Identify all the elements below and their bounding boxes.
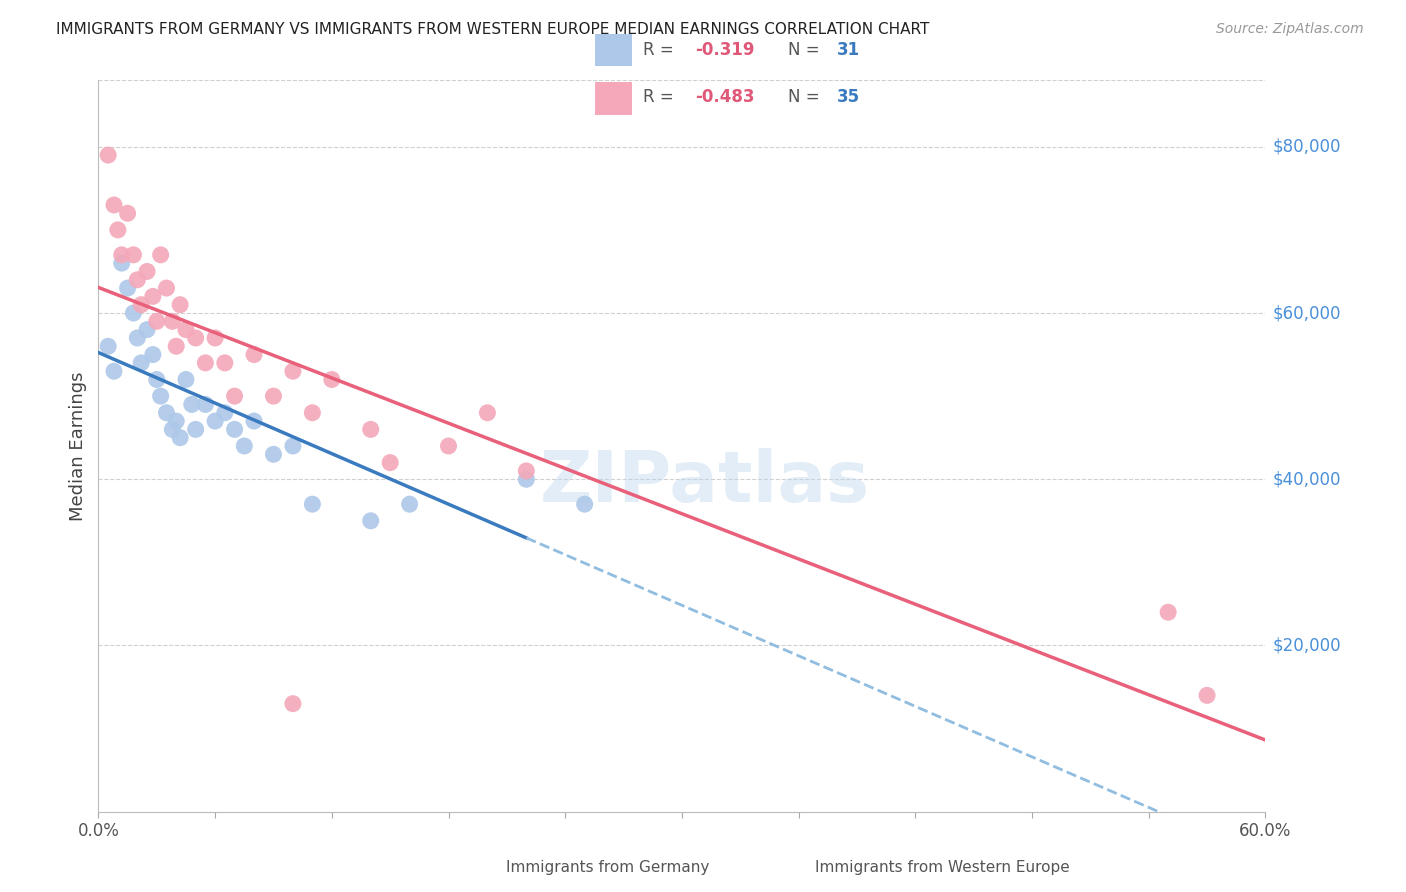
Point [122, 248, 145, 262]
Point [281, 439, 304, 453]
FancyBboxPatch shape [595, 82, 631, 114]
Point [127, 331, 149, 345]
Point [142, 348, 165, 362]
Point [155, 406, 177, 420]
Point [107, 223, 129, 237]
Point [165, 414, 187, 428]
Point [165, 339, 187, 353]
Text: R =: R = [643, 41, 679, 59]
Point [103, 198, 125, 212]
Text: Immigrants from Western Europe: Immigrants from Western Europe [815, 860, 1070, 874]
Point [174, 372, 197, 386]
Point [162, 314, 184, 328]
Point [243, 414, 266, 428]
Point [1195, 689, 1218, 703]
Point [233, 439, 256, 453]
Point [262, 447, 284, 461]
Text: ZIPatlas: ZIPatlas [540, 448, 870, 517]
Point [146, 372, 169, 386]
Text: $60,000: $60,000 [1272, 304, 1341, 322]
Point [149, 248, 172, 262]
Point [184, 422, 207, 436]
FancyBboxPatch shape [595, 34, 631, 66]
Point [477, 406, 499, 420]
Point [97, 148, 120, 162]
Point [281, 697, 304, 711]
Point [515, 472, 537, 486]
Point [204, 331, 226, 345]
Point [174, 323, 197, 337]
Point [149, 389, 172, 403]
Point [224, 389, 246, 403]
Point [111, 256, 134, 270]
Point [321, 372, 343, 386]
Text: 31: 31 [837, 41, 860, 59]
Point [515, 464, 537, 478]
Text: Source: ZipAtlas.com: Source: ZipAtlas.com [1216, 22, 1364, 37]
Text: -0.483: -0.483 [695, 88, 755, 106]
Text: Immigrants from Germany: Immigrants from Germany [506, 860, 710, 874]
Point [301, 497, 323, 511]
Point [281, 364, 304, 378]
Point [146, 314, 169, 328]
Point [136, 264, 159, 278]
Text: N =: N = [789, 41, 825, 59]
Point [224, 422, 246, 436]
Point [127, 273, 149, 287]
Point [162, 422, 184, 436]
Point [194, 356, 217, 370]
Point [243, 348, 266, 362]
Text: 35: 35 [837, 88, 860, 106]
Point [262, 389, 284, 403]
Point [117, 206, 139, 220]
Point [360, 514, 382, 528]
Point [136, 323, 159, 337]
Text: IMMIGRANTS FROM GERMANY VS IMMIGRANTS FROM WESTERN EUROPE MEDIAN EARNINGS CORREL: IMMIGRANTS FROM GERMANY VS IMMIGRANTS FR… [56, 22, 929, 37]
Point [142, 289, 165, 303]
Point [360, 422, 382, 436]
Point [214, 406, 236, 420]
Point [437, 439, 460, 453]
Point [97, 339, 120, 353]
Text: -0.319: -0.319 [695, 41, 755, 59]
Point [111, 248, 134, 262]
Text: $80,000: $80,000 [1272, 137, 1341, 156]
Point [129, 298, 152, 312]
Point [194, 397, 217, 411]
Point [214, 356, 236, 370]
Point [398, 497, 420, 511]
Point [155, 281, 177, 295]
Point [169, 431, 191, 445]
Text: R =: R = [643, 88, 679, 106]
Text: N =: N = [789, 88, 825, 106]
Point [378, 456, 402, 470]
Point [184, 331, 207, 345]
Y-axis label: Median Earnings: Median Earnings [69, 371, 87, 521]
Point [129, 356, 152, 370]
Point [204, 414, 226, 428]
Point [301, 406, 323, 420]
Point [180, 397, 202, 411]
Point [574, 497, 596, 511]
Text: $20,000: $20,000 [1272, 637, 1341, 655]
Point [103, 364, 125, 378]
Text: $40,000: $40,000 [1272, 470, 1341, 488]
Point [169, 298, 191, 312]
Point [122, 306, 145, 320]
Point [117, 281, 139, 295]
Point [1157, 605, 1180, 619]
